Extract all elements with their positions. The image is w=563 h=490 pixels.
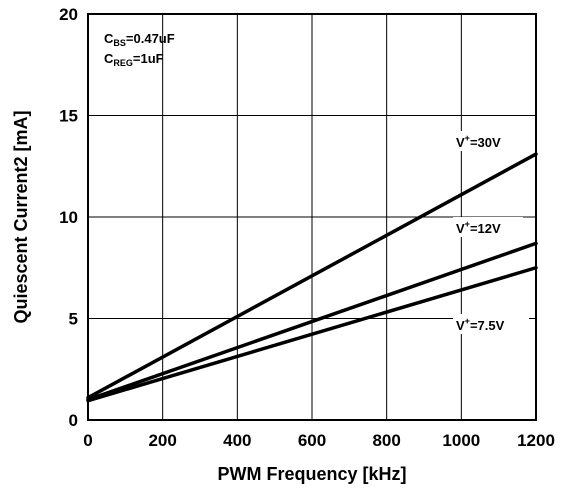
plot-frame xyxy=(87,13,537,421)
x-tick-label: 1200 xyxy=(517,431,555,450)
y-tick-label: 5 xyxy=(69,310,78,329)
condition-creg-main: C xyxy=(104,51,114,66)
series-line-2 xyxy=(86,266,538,403)
series-line-0 xyxy=(86,152,538,400)
x-tick-label: 600 xyxy=(298,431,326,450)
x-tick-label: 0 xyxy=(83,431,92,450)
condition-creg-sub: REG xyxy=(113,58,133,68)
svg-text:CREG=1uF: CREG=1uF xyxy=(104,51,164,68)
x-tick-label: 1000 xyxy=(442,431,480,450)
x-tick-labels: 0 200 400 600 800 1000 1200 xyxy=(83,431,555,450)
y-tick-label: 10 xyxy=(59,208,78,227)
condition-cbs-value: =0.47uF xyxy=(126,31,175,46)
series-lines xyxy=(86,152,538,403)
x-tick-label: 800 xyxy=(372,431,400,450)
x-axis-title: PWM Frequency [kHz] xyxy=(217,464,406,484)
svg-text:V+=12V: V+=12V xyxy=(456,219,501,236)
series-label-12v: V+=12V xyxy=(453,217,523,237)
series-line-1 xyxy=(86,241,538,402)
y-tick-label: 0 xyxy=(69,411,78,430)
svg-text:CBS=0.47uF: CBS=0.47uF xyxy=(104,31,175,48)
svg-text:V+=30V: V+=30V xyxy=(456,133,501,150)
x-tick-label: 200 xyxy=(148,431,176,450)
condition-cbs-sub: BS xyxy=(113,38,126,48)
y-tick-label: 20 xyxy=(59,5,78,24)
y-axis-title: Quiescent Current2 [mA] xyxy=(11,110,31,323)
x-tick-label: 400 xyxy=(223,431,251,450)
svg-text:V+=7.5V: V+=7.5V xyxy=(456,316,505,333)
condition-cbs-main: C xyxy=(104,31,114,46)
condition-creg-value: =1uF xyxy=(133,51,164,66)
series-label-7-5v: V+=7.5V xyxy=(453,314,529,334)
y-tick-labels: 0 5 10 15 20 xyxy=(59,5,78,430)
condition-creg: CREG=1uF xyxy=(104,51,164,68)
condition-cbs: CBS=0.47uF xyxy=(104,31,175,48)
y-tick-label: 15 xyxy=(59,107,78,126)
series-label-30v: V+=30V xyxy=(453,131,523,151)
